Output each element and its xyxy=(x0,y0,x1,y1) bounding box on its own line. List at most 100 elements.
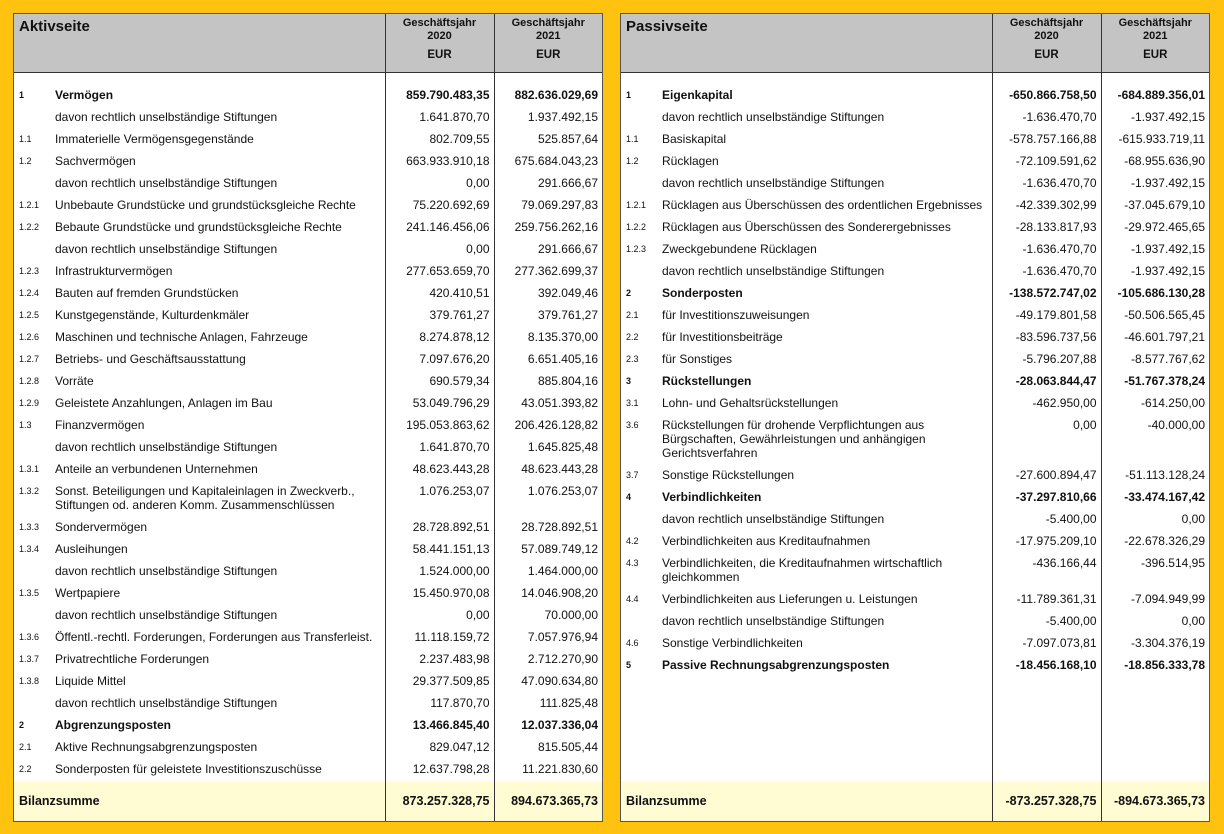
row-number: 1.2.7 xyxy=(19,353,40,364)
row-label: davon rechtlich unselbständige Stiftunge… xyxy=(662,109,885,124)
column-unit: EUR xyxy=(1034,49,1059,61)
row-label: Maschinen und technische Anlagen, Fahrze… xyxy=(55,329,308,344)
table-row: 1.3.2 Sonst. Beteiligungen und Kapitalein… xyxy=(14,479,602,516)
row-number xyxy=(621,172,662,194)
filler-cell xyxy=(621,676,662,782)
row-label: für Sonstiges xyxy=(662,351,733,366)
row-label: Sonderposten xyxy=(662,285,743,300)
row-number xyxy=(14,436,55,458)
value-2021: 392.049,46 xyxy=(493,281,602,304)
row-label: Liquide Mittel xyxy=(55,673,126,688)
row-number: 2.2 xyxy=(19,763,32,774)
value-2021: 79.069.297,83 xyxy=(493,193,602,216)
table-row: davon rechtlich unselbständige Stiftunge… xyxy=(621,259,1210,282)
table-row: 2.2 für Investitionsbeiträge -83.596.737,5… xyxy=(621,325,1210,348)
spacer-cell xyxy=(991,72,1102,84)
balance-table: Aktivseite Geschäftsjahr 2020 EUR Geschäfts… xyxy=(14,14,602,821)
passiv-panel: Passivseite Geschäftsjahr 2020 EUR Geschäft… xyxy=(620,13,1210,822)
value-2020: -83.596.737,56 xyxy=(991,325,1102,348)
table-row: 1.3.3 Sondervermögen 28.728.892,51 28.728.8… xyxy=(14,515,602,538)
row-label: Immaterielle Vermögensgegenstände xyxy=(55,131,254,146)
value-2021: -33.474.167,42 xyxy=(1100,485,1210,508)
row-label: für Investitionsbeiträge xyxy=(662,329,783,344)
value-2020: 1.524.000,00 xyxy=(384,559,494,582)
row-label: Abgrenzungsposten xyxy=(55,717,171,732)
row-label: davon rechtlich unselbständige Stiftunge… xyxy=(55,607,278,622)
table-row: 1.2.2 Rücklagen aus Überschüssen des Sond… xyxy=(621,215,1210,238)
value-2020: -49.179.801,58 xyxy=(991,303,1102,326)
table-row: 4.6 Sonstige Verbindlichkeiten -7.097.073,… xyxy=(621,631,1210,654)
table-row: 1.2.4 Bauten auf fremden Grundstücken 420.… xyxy=(14,281,602,304)
row-number: 1.2.6 xyxy=(19,331,40,342)
filler-row xyxy=(621,675,1210,782)
value-2020: -42.339.302,99 xyxy=(991,193,1102,216)
value-2020: -436.166,44 xyxy=(991,551,1102,588)
value-2021: -1.937.492,15 xyxy=(1100,171,1210,194)
table-row: 1.3.7 Privatrechtliche Forderungen 2.237.4… xyxy=(14,647,602,670)
value-2020: 690.579,34 xyxy=(384,369,494,392)
value-2021: 47.090.634,80 xyxy=(493,669,602,692)
spacer-cell xyxy=(55,73,385,84)
value-2021: 277.362.699,37 xyxy=(493,259,602,282)
value-2021: 379.761,27 xyxy=(493,303,602,326)
table-row: 4.4 Verbindlichkeiten aus Lieferungen u. … xyxy=(621,587,1210,610)
row-number: 1.1 xyxy=(19,133,32,144)
row-label: Rücklagen xyxy=(662,153,719,168)
value-2020: 802.709,55 xyxy=(384,127,494,150)
total-2020: 873.257.328,75 xyxy=(384,781,494,821)
table-row: davon rechtlich unselbständige Stiftunge… xyxy=(14,171,602,194)
column-header: Geschäftsjahr 2020 EUR xyxy=(384,14,494,73)
value-2021: 70.000,00 xyxy=(493,603,602,626)
value-2020: 13.466.845,40 xyxy=(384,713,494,736)
value-2021: -105.686.130,28 xyxy=(1100,281,1210,304)
spacer-row xyxy=(621,72,1210,84)
row-number xyxy=(621,106,662,128)
spacer-cell xyxy=(1100,72,1210,84)
table-row: 1.1 Immaterielle Vermögensgegenstände 802.… xyxy=(14,127,602,150)
filler-cell xyxy=(662,676,992,782)
row-label: Passive Rechnungsabgrenzungsposten xyxy=(662,657,890,672)
row-number: 1.3.1 xyxy=(19,463,40,474)
value-2021: -684.889.356,01 xyxy=(1100,83,1210,106)
table-row: davon rechtlich unselbständige Stiftunge… xyxy=(621,609,1210,632)
value-2020: 12.637.798,28 xyxy=(384,757,494,780)
value-2020: 829.047,12 xyxy=(384,735,494,758)
row-label: Vorräte xyxy=(55,373,94,388)
value-2020: -28.063.844,47 xyxy=(991,369,1102,392)
value-2020: -5.400,00 xyxy=(991,609,1102,632)
table-row: 1.3.1 Anteile an verbundenen Unternehmen 4… xyxy=(14,457,602,480)
value-2021: 259.756.262,16 xyxy=(493,215,602,238)
value-2021: -614.250,00 xyxy=(1100,391,1210,414)
row-label: davon rechtlich unselbständige Stiftunge… xyxy=(662,511,885,526)
filler-cell xyxy=(384,779,494,781)
value-2021: -29.972.465,65 xyxy=(1100,215,1210,238)
value-2020: 15.450.970,08 xyxy=(384,581,494,604)
value-2021: 57.089.749,12 xyxy=(493,537,602,560)
value-2020: 0,00 xyxy=(384,237,494,260)
value-2021: 111.825,48 xyxy=(493,691,602,714)
value-2021: -51.113.128,24 xyxy=(1100,463,1210,486)
table-row: 1.3 Finanzvermögen 195.053.863,62 206.426.1… xyxy=(14,413,602,436)
value-2020: -7.097.073,81 xyxy=(991,631,1102,654)
row-number: 2.1 xyxy=(19,741,32,752)
row-number xyxy=(14,238,55,260)
spacer-cell xyxy=(662,73,992,84)
row-number: 4.2 xyxy=(626,535,639,546)
row-label: Bebaute Grundstücke und grundstücksgleic… xyxy=(55,219,342,234)
value-2020: 0,00 xyxy=(991,413,1102,464)
value-2020: 2.237.483,98 xyxy=(384,647,494,670)
table-row: 5 Passive Rechnungsabgrenzungsposten -18.4… xyxy=(621,653,1210,676)
table-row: davon rechtlich unselbständige Stiftunge… xyxy=(621,507,1210,530)
table-row: 1.2.3 Zweckgebundene Rücklagen -1.636.470,… xyxy=(621,237,1210,260)
row-number: 3.1 xyxy=(626,397,639,408)
row-number: 1.2.2 xyxy=(19,221,40,232)
table-row: 1.1 Basiskapital -578.757.166,88 -615.933.7… xyxy=(621,127,1210,150)
row-number: 1.3.6 xyxy=(19,631,40,642)
table-row: 1.3.6 Öffentl.-rechtl. Forderungen, Forde… xyxy=(14,625,602,648)
table-row: 2.1 Aktive Rechnungsabgrenzungsposten 829.… xyxy=(14,735,602,758)
value-2020: 241.146.456,06 xyxy=(384,215,494,238)
table-row: 1.3.8 Liquide Mittel 29.377.509,85 47.090.6… xyxy=(14,669,602,692)
table-row: davon rechtlich unselbständige Stiftunge… xyxy=(14,603,602,626)
row-label: davon rechtlich unselbständige Stiftunge… xyxy=(55,109,278,124)
row-number: 1.1 xyxy=(626,133,639,144)
